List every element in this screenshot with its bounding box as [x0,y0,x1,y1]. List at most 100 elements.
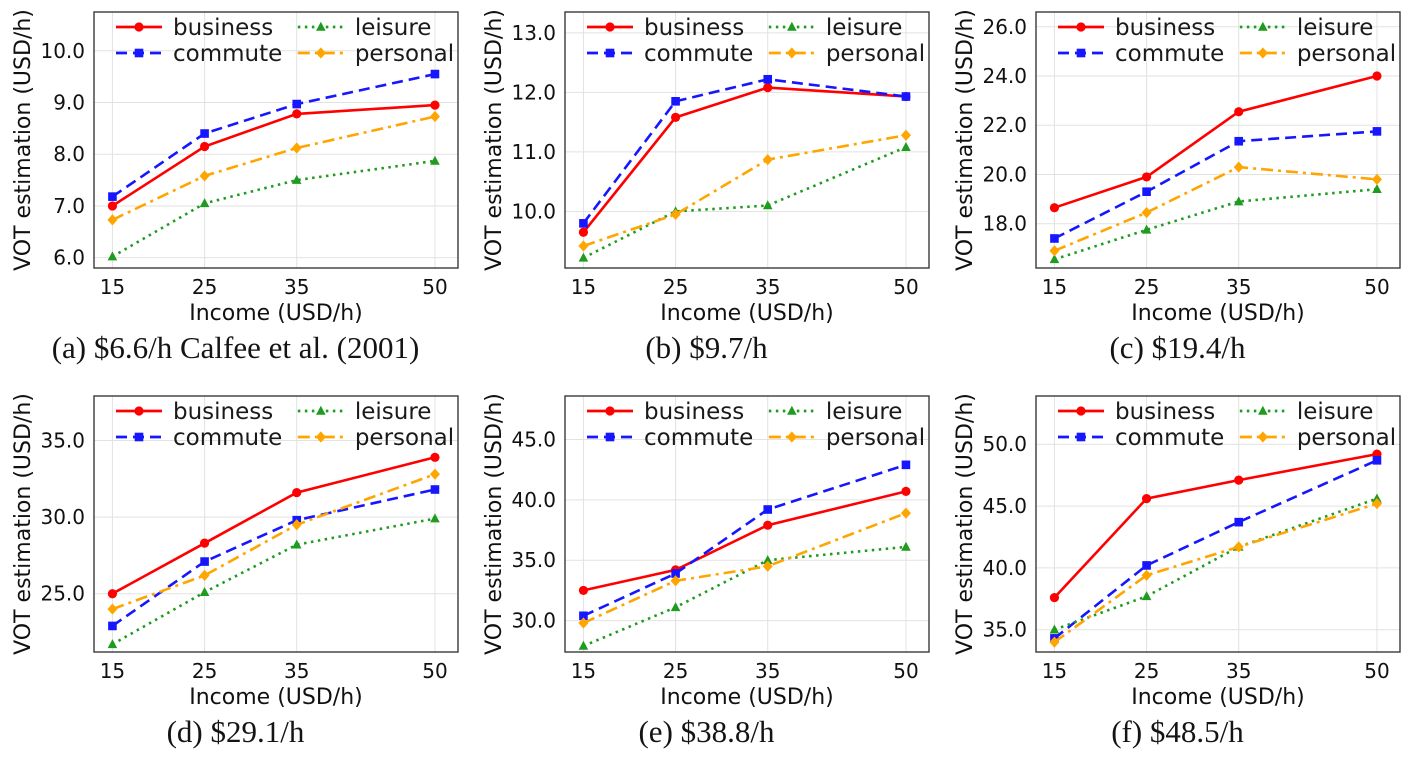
svg-text:personal: personal [825,41,924,67]
svg-text:VOT estimation (USD/h): VOT estimation (USD/h) [11,393,36,655]
svg-text:6.0: 6.0 [53,246,85,270]
svg-text:35.0: 35.0 [982,618,1027,642]
svg-text:business: business [644,399,744,425]
svg-text:15: 15 [99,275,124,299]
svg-text:commute: commute [644,41,753,67]
svg-text:leisure: leisure [354,15,431,41]
svg-text:50: 50 [893,275,918,299]
svg-text:personal: personal [1296,41,1395,67]
svg-text:VOT estimation (USD/h): VOT estimation (USD/h) [482,393,507,655]
svg-text:Income (USD/h): Income (USD/h) [189,301,362,324]
svg-text:45.0: 45.0 [982,494,1027,518]
chart-panel-f: 15 25 35 50 35.0 40.0 45.0 50.0 Income (USD/h) VO… [942,384,1413,768]
svg-text:12.0: 12.0 [511,80,556,104]
svg-text:leisure: leisure [1296,399,1373,425]
caption-a: (a) $6.6/h Calfee et al. (2001) [51,330,420,365]
svg-text:business: business [644,15,744,41]
svg-text:commute: commute [1115,41,1224,67]
svg-text:leisure: leisure [825,399,902,425]
svg-text:business: business [173,15,273,41]
svg-text:VOT estimation (USD/h): VOT estimation (USD/h) [953,9,978,271]
caption-d: (d) $29.1/h [166,714,305,749]
svg-text:10.0: 10.0 [40,39,85,63]
caption-c: (c) $19.4/h [1109,330,1246,365]
svg-text:25: 25 [1133,659,1158,683]
svg-text:35: 35 [1226,275,1251,299]
svg-text:11.0: 11.0 [511,140,556,164]
svg-text:commute: commute [173,41,282,67]
svg-text:25.0: 25.0 [40,582,85,606]
chart-svg-c: 15 25 35 50 18.0 20.0 22.0 24.0 26.0 Income (USD/… [953,9,1401,324]
chart-svg-d: 15 25 35 50 25.0 30.0 35.0 Income (USD/h) VOT es… [11,393,459,708]
svg-text:50: 50 [1364,659,1389,683]
svg-text:VOT estimation (USD/h): VOT estimation (USD/h) [11,9,36,271]
chart-svg-f: 15 25 35 50 35.0 40.0 45.0 50.0 Income (USD/h) VO… [953,393,1401,708]
svg-text:10.0: 10.0 [511,199,556,223]
svg-text:35: 35 [284,275,309,299]
svg-text:35.0: 35.0 [40,428,85,452]
svg-text:Income (USD/h): Income (USD/h) [660,685,833,708]
svg-text:personal: personal [825,425,924,451]
svg-text:business: business [1115,399,1215,425]
chart-panel-e: 15 25 35 50 30.0 35.0 40.0 45.0 Income (USD/h) VO… [471,384,942,768]
svg-text:Income (USD/h): Income (USD/h) [660,301,833,324]
svg-text:personal: personal [354,41,453,67]
svg-text:40.0: 40.0 [511,488,556,512]
chart-svg-a: 15 25 35 50 6.0 7.0 8.0 9.0 10.0 Income (USD/h) VO… [11,9,459,324]
svg-text:25: 25 [662,275,687,299]
svg-text:Income (USD/h): Income (USD/h) [1131,301,1304,324]
svg-text:15: 15 [1041,659,1066,683]
svg-text:35: 35 [284,659,309,683]
svg-text:8.0: 8.0 [53,142,85,166]
svg-text:7.0: 7.0 [53,194,85,218]
svg-text:15: 15 [570,659,595,683]
svg-text:25: 25 [191,659,216,683]
svg-text:30.0: 30.0 [511,609,556,633]
svg-text:50: 50 [422,275,447,299]
chart-svg-e: 15 25 35 50 30.0 35.0 40.0 45.0 Income (USD/h) VO… [482,393,930,708]
svg-text:leisure: leisure [825,15,902,41]
caption-f: (f) $48.5/h [1111,714,1244,749]
chart-panel-a: 15 25 35 50 6.0 7.0 8.0 9.0 10.0 Income (USD/h) VO… [0,0,471,384]
chart-svg-b: 15 25 35 50 10.0 11.0 12.0 13.0 Income (USD/h) VO… [482,9,930,324]
svg-text:commute: commute [1115,425,1224,451]
svg-text:25: 25 [1133,275,1158,299]
chart-panel-b: 15 25 35 50 10.0 11.0 12.0 13.0 Income (USD/h) VO… [471,0,942,384]
svg-text:50: 50 [1364,275,1389,299]
svg-text:Income (USD/h): Income (USD/h) [189,685,362,708]
svg-text:business: business [173,399,273,425]
svg-text:commute: commute [173,425,282,451]
svg-text:35.0: 35.0 [511,548,556,572]
svg-text:50: 50 [422,659,447,683]
svg-text:35: 35 [755,659,780,683]
svg-text:25: 25 [662,659,687,683]
svg-text:40.0: 40.0 [982,556,1027,580]
caption-e: (e) $38.8/h [638,714,775,749]
svg-text:35: 35 [755,275,780,299]
svg-text:24.0: 24.0 [982,64,1027,88]
caption-b: (b) $9.7/h [645,330,768,365]
svg-text:30.0: 30.0 [40,505,85,529]
svg-text:VOT estimation (USD/h): VOT estimation (USD/h) [953,393,978,655]
svg-text:leisure: leisure [354,399,431,425]
svg-text:50: 50 [893,659,918,683]
svg-text:personal: personal [354,425,453,451]
svg-text:18.0: 18.0 [982,212,1027,236]
svg-text:22.0: 22.0 [982,113,1027,137]
svg-text:45.0: 45.0 [511,427,556,451]
chart-panel-d: 15 25 35 50 25.0 30.0 35.0 Income (USD/h) VOT es… [0,384,471,768]
svg-text:personal: personal [1296,425,1395,451]
svg-text:15: 15 [570,275,595,299]
svg-text:commute: commute [644,425,753,451]
svg-text:20.0: 20.0 [982,162,1027,186]
svg-text:13.0: 13.0 [511,21,556,45]
chart-panel-c: 15 25 35 50 18.0 20.0 22.0 24.0 26.0 Income (USD/… [942,0,1413,384]
svg-text:15: 15 [1041,275,1066,299]
svg-text:50.0: 50.0 [982,432,1027,456]
svg-text:15: 15 [99,659,124,683]
svg-text:35: 35 [1226,659,1251,683]
svg-text:25: 25 [191,275,216,299]
svg-text:Income (USD/h): Income (USD/h) [1131,685,1304,708]
svg-text:business: business [1115,15,1215,41]
